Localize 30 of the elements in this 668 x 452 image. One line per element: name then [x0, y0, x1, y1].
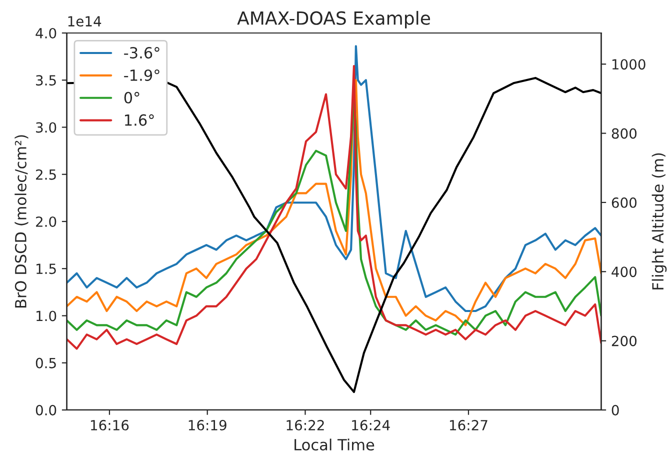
y-tick-label: 0.5 — [36, 358, 56, 368]
y2-tick-label: 600 — [612, 197, 637, 208]
y-axis-title: BrO DSCD (molec/cm²) — [14, 135, 28, 308]
y-tick-label: 3.0 — [36, 122, 56, 133]
legend-label: 0° — [124, 92, 140, 104]
line-series — [66, 45, 602, 312]
x-axis-title: Local Time — [294, 438, 374, 451]
y2-tick-label: 400 — [612, 266, 637, 278]
y-tick-label: 1.5 — [36, 264, 56, 274]
x-tick-label: 16:19 — [188, 420, 226, 430]
y2-tick-label: 200 — [612, 336, 637, 346]
legend-label: 1.6° — [125, 114, 154, 126]
y2-tick-label: 1000 — [612, 59, 646, 70]
y-tick-label: 0.0 — [36, 404, 56, 416]
text: 1e14 — [68, 16, 102, 27]
y-tick-label: 2.5 — [36, 169, 56, 180]
y-tick-label: 1.0 — [36, 310, 56, 322]
y2-tick-label: 0 — [612, 404, 619, 416]
y2-tick-label: 800 — [612, 128, 637, 139]
chart-title: AMAX-DOAS Example — [237, 10, 430, 28]
x-tick-label: 16:27 — [450, 420, 488, 430]
x-tick-label: 16:22 — [286, 420, 324, 430]
legend-label: -1.9° — [124, 69, 160, 81]
x-tick-label: 16:24 — [352, 420, 390, 430]
x-tick-label: 16:16 — [90, 420, 129, 430]
legend-label: -3.6° — [124, 47, 160, 59]
y-tick-label: 2.0 — [36, 216, 56, 227]
y-tick-label: 3.5 — [36, 75, 56, 86]
y-tick-label: 4.0 — [36, 28, 56, 38]
y2-axis-title: Flight Altitude (m) — [652, 153, 667, 290]
